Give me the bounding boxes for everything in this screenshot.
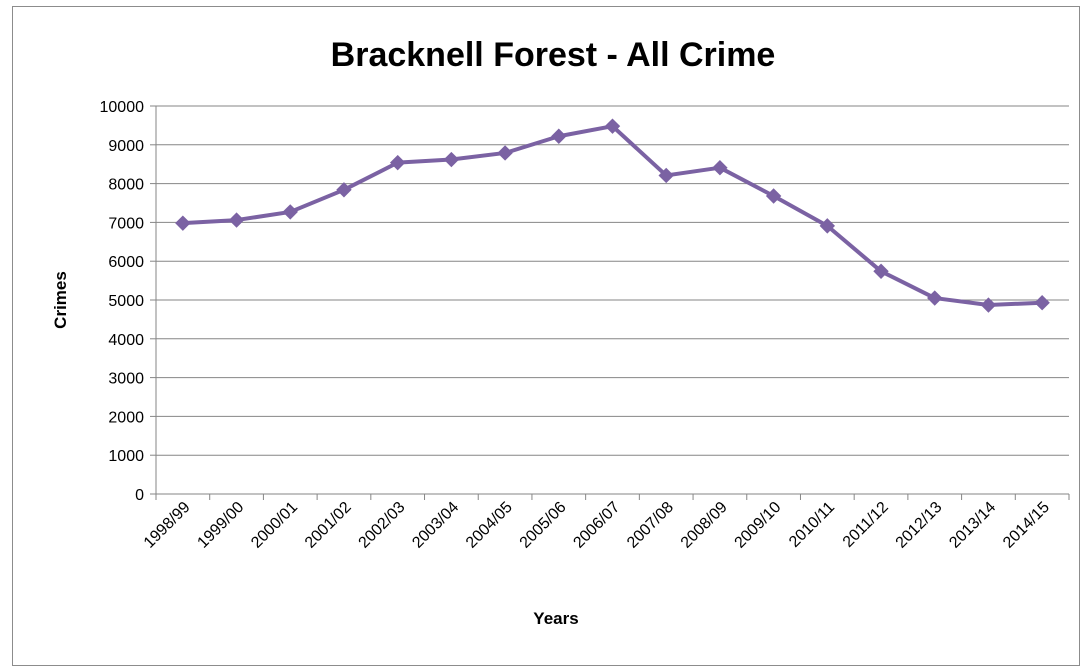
data-point-marker [282, 204, 298, 220]
series-line [180, 124, 1045, 308]
x-tick-label: 2005/06 [517, 499, 570, 552]
x-tick-label: 2007/08 [624, 499, 677, 552]
x-tick-label: 1998/99 [141, 499, 194, 552]
data-point-marker [712, 159, 728, 176]
series-crimes [175, 118, 1050, 313]
data-point-marker [228, 212, 245, 228]
y-tick-labels: 0 1000 2000 3000 4000 5000 6000 7000 8000 9000 100… [100, 99, 145, 504]
chart-title: Bracknell Forest - All Crime [331, 36, 776, 74]
chart-frame [12, 6, 1080, 666]
y-tick-label: 0 [135, 487, 144, 504]
x-tick-label: 2011/12 [840, 499, 892, 551]
x-tick-label: 2014/15 [1000, 499, 1053, 552]
y-tick-label: 4000 [108, 332, 144, 349]
x-tick-label: 2009/10 [732, 499, 785, 552]
y-tick-label: 2000 [108, 409, 144, 426]
x-tick-label: 2008/09 [678, 499, 731, 552]
x-tick-label: 2010/11 [786, 499, 838, 551]
data-point-marker [175, 215, 191, 231]
data-point-marker [658, 167, 674, 184]
y-axis-title: Crimes [51, 271, 70, 329]
y-tick-label: 9000 [108, 138, 144, 155]
x-tick-label: 2004/05 [463, 499, 516, 552]
y-tick-label: 1000 [108, 448, 144, 465]
x-tick-label: 2002/03 [356, 499, 409, 552]
axes [150, 105, 1070, 500]
x-tick-labels: 1998/99 1999/00 2000/01 2001/02 2002/03 2003/… [141, 499, 1053, 552]
x-tick-label: 2013/14 [946, 499, 999, 552]
gridlines [156, 105, 1069, 456]
data-point-marker [873, 263, 889, 279]
x-tick-label: 1999/00 [194, 499, 247, 552]
x-tick-label: 2012/13 [893, 499, 946, 552]
y-tick-label: 10000 [100, 99, 145, 116]
x-tick-label: 2001/02 [302, 499, 355, 552]
y-tick-label: 7000 [108, 215, 144, 232]
data-point-marker [443, 151, 460, 168]
data-point-marker [980, 297, 997, 313]
x-tick-label: 2003/04 [409, 499, 462, 552]
data-point-marker [927, 290, 943, 306]
x-axis-title: Years [533, 609, 578, 628]
y-tick-label: 3000 [108, 371, 144, 388]
data-point-marker [765, 188, 782, 204]
y-tick-label: 8000 [108, 177, 144, 194]
data-point-marker [389, 154, 406, 171]
y-tick-label: 5000 [108, 293, 144, 310]
data-point-marker [497, 145, 513, 161]
data-point-marker [604, 118, 621, 134]
y-tick-label: 6000 [108, 254, 144, 271]
x-tick-label: 2006/07 [570, 499, 623, 552]
x-tick-label: 2000/01 [248, 499, 301, 552]
data-point-marker [1034, 295, 1050, 311]
data-point-marker [819, 218, 836, 234]
data-point-marker [336, 182, 352, 198]
data-point-marker [551, 128, 567, 144]
